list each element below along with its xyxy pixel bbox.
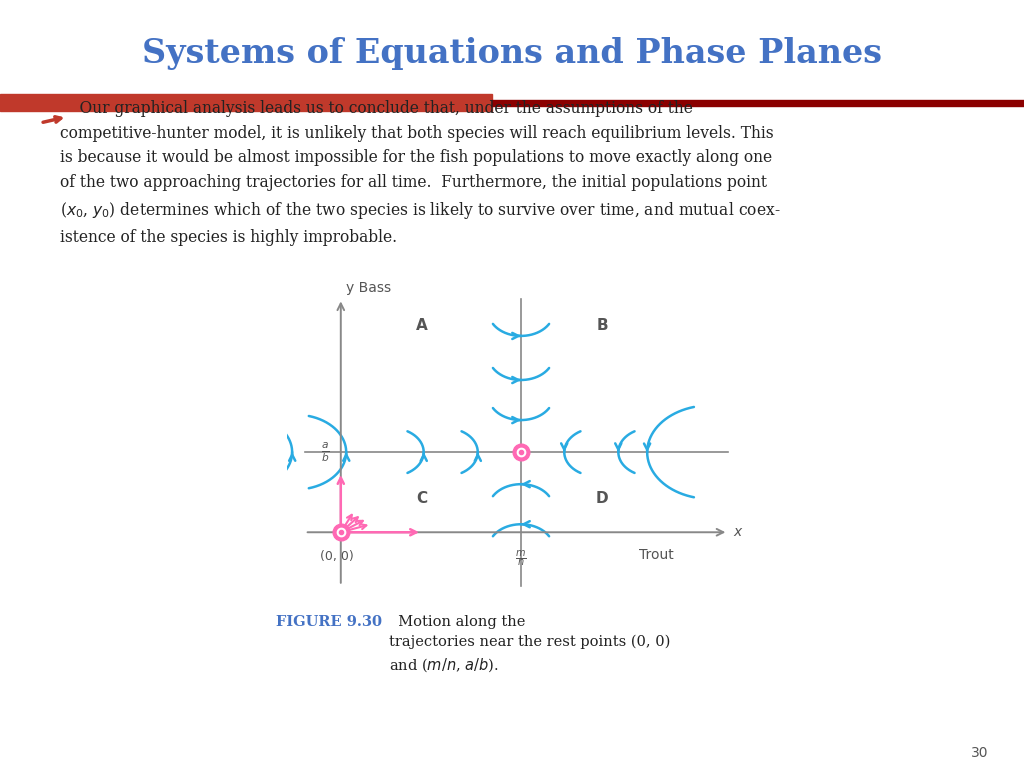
- Text: 30: 30: [971, 746, 988, 760]
- Text: Motion along the
trajectories near the rest points (0, 0)
and ($m/n$, $a/b$).: Motion along the trajectories near the r…: [389, 615, 671, 674]
- Text: $\frac{m}{n}$: $\frac{m}{n}$: [515, 548, 526, 568]
- Text: (0, 0): (0, 0): [321, 550, 354, 563]
- Text: A: A: [416, 318, 428, 333]
- Bar: [0, 94, 492, 111]
- Text: C: C: [417, 492, 427, 506]
- Text: Trout: Trout: [639, 548, 674, 562]
- Text: y Bass: y Bass: [346, 280, 391, 294]
- Text: Our graphical analysis leads us to conclude that, under the assumptions of the
c: Our graphical analysis leads us to concl…: [59, 100, 780, 246]
- Text: Systems of Equations and Phase Planes: Systems of Equations and Phase Planes: [142, 38, 882, 70]
- Text: B: B: [596, 318, 608, 333]
- Text: x: x: [733, 525, 742, 539]
- Text: $\frac{a}{b}$: $\frac{a}{b}$: [322, 440, 330, 464]
- Text: FIGURE 9.30: FIGURE 9.30: [276, 615, 383, 629]
- Text: D: D: [596, 492, 608, 506]
- Bar: [492, 100, 1024, 106]
